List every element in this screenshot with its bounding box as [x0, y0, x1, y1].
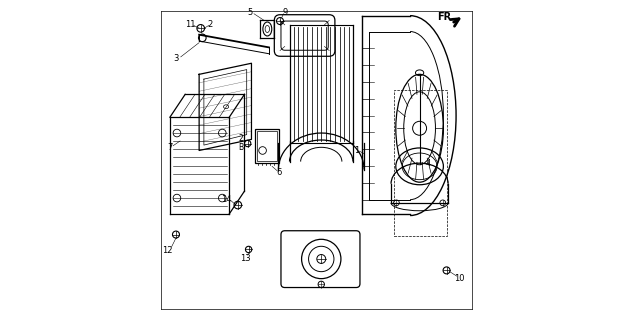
Text: 7: 7 [167, 143, 173, 152]
Text: B: B [238, 143, 243, 152]
Text: 14: 14 [221, 195, 231, 204]
Bar [256, 131, 277, 161]
Text: 6: 6 [277, 168, 282, 177]
Text: 11: 11 [185, 20, 196, 29]
Text: 12: 12 [162, 246, 173, 255]
Text: 10: 10 [454, 275, 465, 284]
Text: 13: 13 [240, 254, 251, 263]
Bar [254, 129, 279, 163]
Text: 1: 1 [354, 146, 360, 155]
Text: 9: 9 [283, 8, 288, 17]
Text: 4: 4 [425, 159, 430, 168]
Bar [394, 90, 446, 236]
Text: 2: 2 [238, 134, 243, 143]
Text: FR.: FR. [437, 12, 455, 22]
Text: 2: 2 [207, 20, 212, 29]
Text: 3: 3 [173, 54, 179, 63]
Text: 5: 5 [248, 8, 253, 17]
